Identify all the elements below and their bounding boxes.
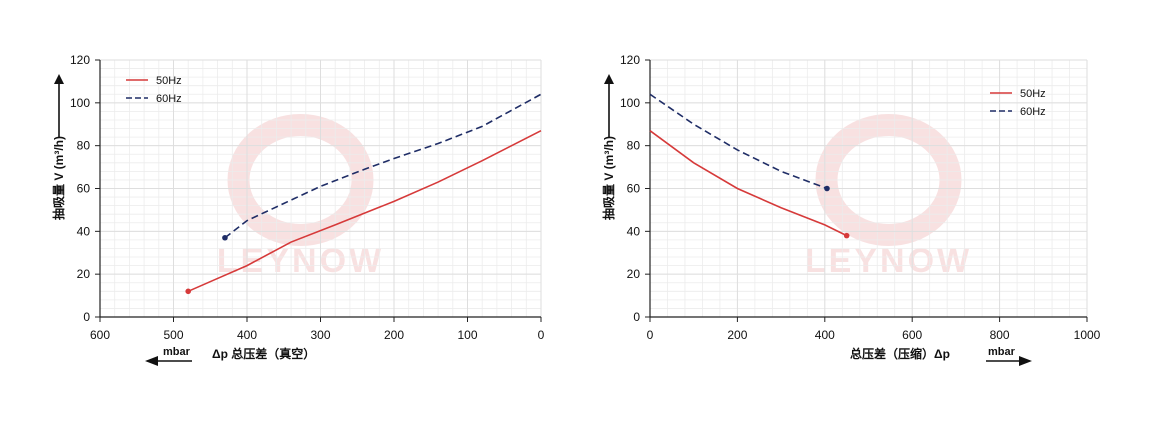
y-tick-label: 0 [633, 310, 640, 324]
x-arrow-right-icon [1019, 356, 1032, 366]
x-tick-label: 1000 [1074, 328, 1101, 342]
legend-label-50hz: 50Hz [156, 75, 182, 87]
y-tick-label: 60 [627, 182, 641, 196]
x-tick-label: 600 [902, 328, 922, 342]
y-axis-label: 抽吸量 V (m³/h) [601, 136, 616, 220]
legend-label-60hz: 60Hz [156, 93, 182, 105]
legend-label-50hz: 50Hz [1020, 88, 1046, 100]
y-tick-label: 80 [77, 139, 91, 153]
data-point-50hz [185, 289, 191, 295]
y-tick-label: 100 [70, 96, 90, 110]
x-axis-label: 总压差（压缩）Δp [850, 346, 950, 361]
x-tick-label: 0 [538, 328, 545, 342]
y-label-group: 抽吸量 V (m³/h) [51, 74, 66, 220]
y-tick-label: 20 [77, 267, 91, 281]
x-unit-label: mbar [988, 346, 1016, 358]
x-tick-label: 300 [310, 328, 330, 342]
x-unit-label: mbar [163, 346, 191, 358]
x-arrow-left-icon [145, 356, 158, 366]
data-point-50hz [844, 233, 850, 239]
y-tick-label: 40 [77, 224, 91, 238]
y-tick-label: 80 [627, 139, 641, 153]
y-tick-label: 40 [627, 224, 641, 238]
y-tick-label: 120 [70, 53, 90, 67]
x-tick-label: 200 [384, 328, 404, 342]
legend-label-60hz: 60Hz [1020, 106, 1046, 118]
y-arrow-icon [604, 74, 614, 84]
x-tick-label: 600 [90, 328, 110, 342]
x-tick-label: 100 [457, 328, 477, 342]
x-tick-label: 800 [990, 328, 1010, 342]
y-tick-label: 120 [620, 53, 640, 67]
x-tick-label: 0 [647, 328, 654, 342]
series-line-60hz [650, 94, 827, 188]
x-tick-label: 500 [163, 328, 183, 342]
y-tick-label: 60 [77, 182, 91, 196]
y-tick-label: 0 [83, 310, 90, 324]
x-axis-label: Δp 总压差（真空） [212, 346, 315, 361]
y-tick-label: 20 [627, 267, 641, 281]
x-tick-label: 200 [727, 328, 747, 342]
x-tick-label: 400 [237, 328, 257, 342]
y-arrow-icon [54, 74, 64, 84]
x-tick-label: 400 [815, 328, 835, 342]
data-point-60hz [222, 235, 228, 241]
y-tick-label: 100 [620, 96, 640, 110]
data-point-60hz [824, 186, 830, 192]
y-axis-label: 抽吸量 V (m³/h) [51, 136, 66, 220]
y-label-group: 抽吸量 V (m³/h) [601, 74, 616, 220]
series-line-60hz [225, 94, 541, 237]
